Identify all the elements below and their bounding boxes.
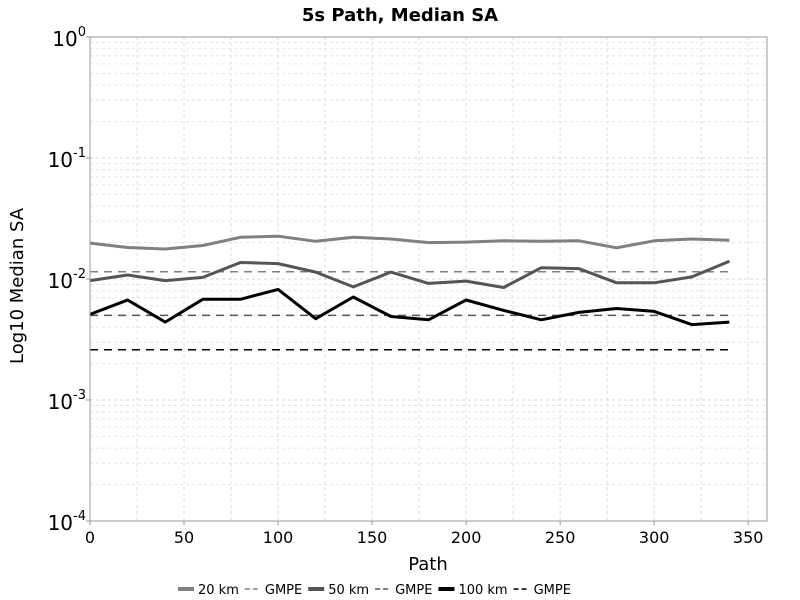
series-line-50-km	[89, 259, 730, 289]
y-tick-label: 10-1	[48, 146, 86, 172]
y-tick-label: 10-2	[48, 267, 86, 293]
series-lines	[89, 234, 730, 351]
x-tick-label: 50	[174, 528, 194, 547]
grid	[90, 37, 767, 521]
series-line-100-km	[89, 287, 730, 327]
y-axis-label: Log10 Median SA	[7, 207, 28, 364]
x-tick-label: 200	[451, 528, 482, 547]
legend-label: GMPE	[265, 583, 302, 598]
y-tick-label: 10-4	[48, 509, 86, 535]
legend: 20 km GMPE 50 km GMPE 100 km GMPE	[178, 583, 571, 598]
y-tick-label: 100	[52, 25, 86, 51]
series-line-20-km	[89, 234, 730, 251]
legend-label: 20 km	[198, 583, 239, 598]
legend-label: 100 km	[458, 583, 507, 598]
x-tick-label: 0	[85, 528, 95, 547]
x-axis-ticks: 0 50 100 150 200 250 300 350	[85, 521, 764, 547]
x-tick-label: 350	[733, 528, 764, 547]
x-tick-label: 300	[639, 528, 670, 547]
x-axis-label: Path	[408, 554, 448, 575]
x-tick-label: 150	[357, 528, 388, 547]
x-tick-label: 100	[263, 528, 294, 547]
y-tick-label: 10-3	[48, 388, 86, 414]
x-tick-label: 250	[545, 528, 576, 547]
legend-label: GMPE	[395, 583, 432, 598]
chart-title: 5s Path, Median SA	[302, 5, 498, 26]
y-axis-ticks: 100 10-1 10-2 10-3 10-4	[48, 25, 90, 535]
legend-label: GMPE	[534, 583, 571, 598]
legend-label: 50 km	[328, 583, 369, 598]
